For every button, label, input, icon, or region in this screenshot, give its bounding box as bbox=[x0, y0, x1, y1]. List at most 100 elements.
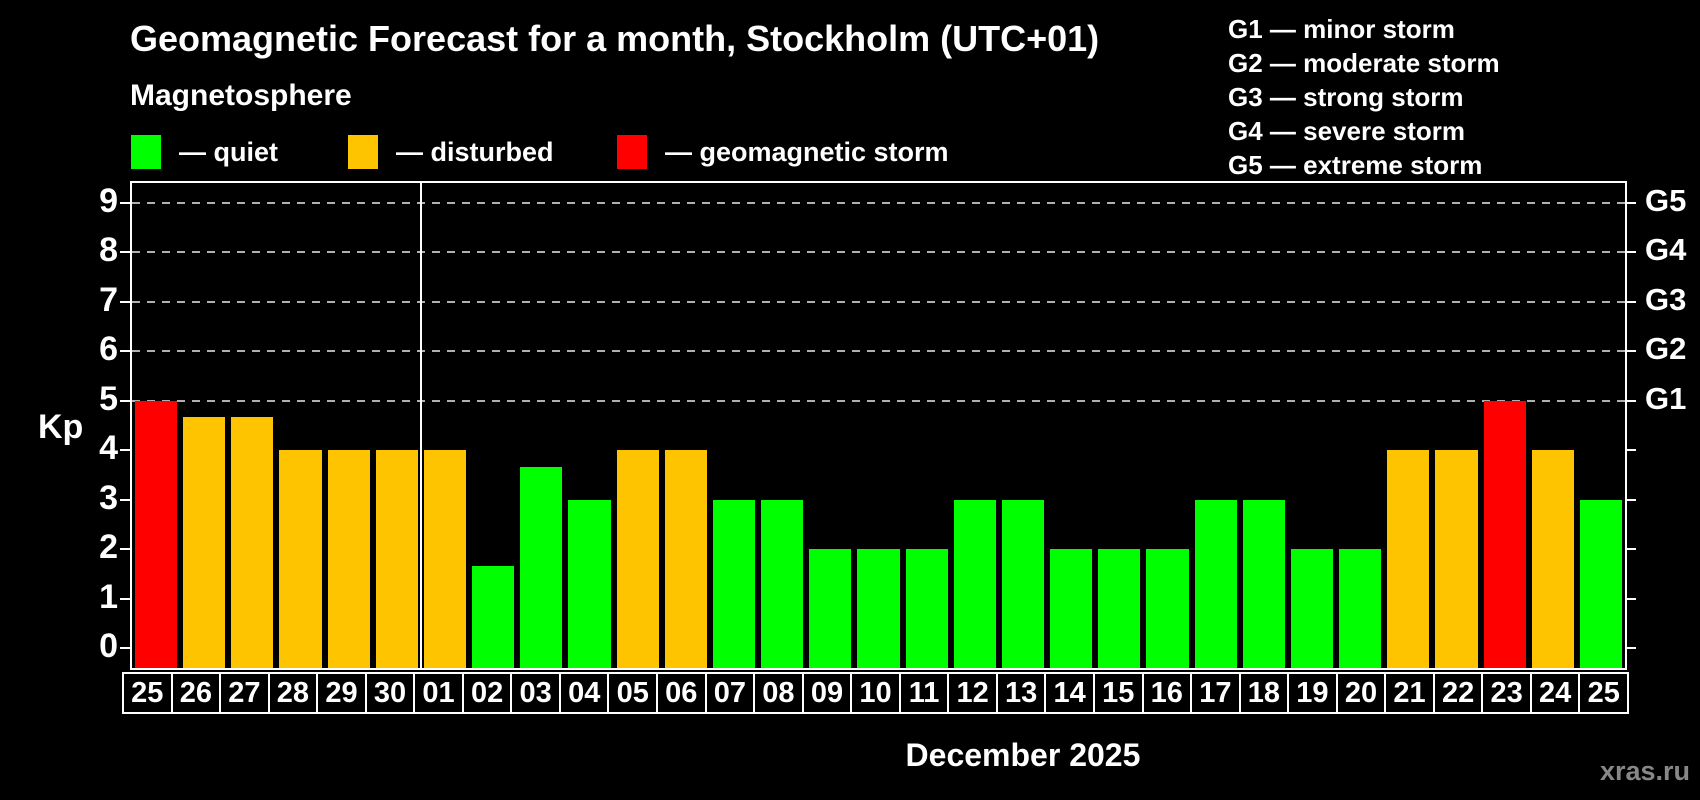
bar-day-11 bbox=[905, 549, 948, 668]
legend-swatch-geomagnetic-storm-icon bbox=[617, 135, 647, 169]
x-label-day-04: 04 bbox=[558, 672, 610, 714]
g-legend-line-1: G1 — minor storm bbox=[1228, 14, 1455, 44]
y-tick-right-1 bbox=[1625, 597, 1636, 600]
y-tick-left-3 bbox=[120, 498, 131, 501]
y-tick-left-0 bbox=[120, 647, 131, 650]
bar-day-19 bbox=[1290, 549, 1334, 668]
y-tick-right-4 bbox=[1625, 449, 1636, 452]
bar-day-20 bbox=[1339, 549, 1382, 668]
g-scale-legend: G1 — minor storm G2 — moderate storm G3 — … bbox=[1228, 12, 1500, 182]
gridline-g2 bbox=[132, 350, 1625, 353]
y-tick-label-1: 1 bbox=[99, 577, 118, 616]
x-label-day-09: 09 bbox=[801, 672, 853, 714]
x-label-day-16: 16 bbox=[1141, 672, 1193, 714]
x-label-day-27: 27 bbox=[219, 672, 270, 714]
y-tick-right-6 bbox=[1625, 350, 1636, 353]
x-label-day-23: 23 bbox=[1481, 672, 1532, 714]
x-label-day-05: 05 bbox=[607, 672, 659, 714]
y-tick-left-7 bbox=[120, 300, 131, 303]
x-label-day-08: 08 bbox=[753, 672, 804, 714]
bar-day-12 bbox=[953, 499, 996, 668]
y-tick-right-8 bbox=[1625, 251, 1636, 254]
y-tick-left-5 bbox=[120, 399, 131, 402]
bar-day-02 bbox=[472, 565, 515, 668]
y-tick-label-3: 3 bbox=[99, 478, 118, 517]
watermark: xras.ru bbox=[1599, 756, 1690, 786]
legend-label-disturbed: — disturbed bbox=[396, 136, 554, 167]
y-tick-right-5 bbox=[1625, 399, 1636, 402]
bar-day-09 bbox=[809, 549, 852, 668]
x-label-day-28: 28 bbox=[267, 672, 319, 714]
bar-day-07 bbox=[712, 499, 756, 668]
y-axis-title: Kp bbox=[38, 408, 84, 446]
x-label-day-17: 17 bbox=[1190, 672, 1241, 714]
y-tick-left-9 bbox=[120, 201, 131, 204]
x-label-day-25: 25 bbox=[1578, 672, 1629, 714]
bar-day-21 bbox=[1387, 450, 1430, 668]
y-tick-right-7 bbox=[1625, 300, 1636, 303]
legend-item-quiet: — quiet bbox=[131, 135, 278, 169]
legend-swatch-quiet-icon bbox=[131, 135, 161, 169]
bar-day-14 bbox=[1050, 549, 1093, 668]
legend-label-quiet: — quiet bbox=[179, 136, 278, 167]
y-tick-label-8: 8 bbox=[99, 231, 118, 270]
month-separator bbox=[419, 183, 422, 668]
bar-day-13 bbox=[1001, 499, 1045, 668]
gridline-g1 bbox=[132, 399, 1625, 402]
x-label-day-11: 11 bbox=[898, 672, 950, 714]
y-tick-left-2 bbox=[120, 548, 131, 551]
bar-day-26 bbox=[183, 417, 226, 668]
x-label-day-03: 03 bbox=[510, 672, 561, 714]
y-tick-left-6 bbox=[120, 350, 131, 353]
x-label-day-29: 29 bbox=[316, 672, 367, 714]
legend-item-geomagnetic-storm: — geomagnetic storm bbox=[617, 135, 949, 169]
y-tick-right-2 bbox=[1625, 548, 1636, 551]
chart-subtitle: Magnetosphere bbox=[130, 79, 352, 112]
g-level-label-g3: G3 bbox=[1645, 281, 1687, 317]
legend-swatch-disturbed-icon bbox=[348, 135, 378, 169]
x-label-day-07: 07 bbox=[704, 672, 756, 714]
x-label-day-21: 21 bbox=[1384, 672, 1435, 714]
x-label-day-12: 12 bbox=[947, 672, 998, 714]
bar-day-17 bbox=[1194, 499, 1237, 668]
y-tick-right-9 bbox=[1625, 201, 1636, 204]
bar-day-04 bbox=[568, 499, 611, 668]
x-label-day-20: 20 bbox=[1335, 672, 1387, 714]
x-axis-title: December 2025 bbox=[905, 737, 1141, 773]
x-label-day-30: 30 bbox=[364, 672, 416, 714]
y-tick-label-7: 7 bbox=[99, 280, 118, 319]
x-label-day-26: 26 bbox=[170, 672, 222, 714]
bar-day-15 bbox=[1098, 549, 1141, 668]
g-level-label-g1: G1 bbox=[1645, 380, 1687, 416]
g-legend-line-2: G2 — moderate storm bbox=[1228, 48, 1500, 78]
y-tick-label-9: 9 bbox=[99, 181, 118, 220]
bar-day-01 bbox=[423, 450, 467, 668]
y-tick-label-6: 6 bbox=[99, 330, 118, 369]
legend-label-geomagnetic-storm: — geomagnetic storm bbox=[665, 136, 949, 167]
y-tick-right-3 bbox=[1625, 498, 1636, 501]
bar-day-29 bbox=[327, 450, 370, 668]
y-tick-label-2: 2 bbox=[99, 528, 118, 567]
y-tick-label-0: 0 bbox=[99, 627, 118, 666]
gridline-g3 bbox=[132, 300, 1625, 303]
bar-day-24 bbox=[1531, 450, 1574, 668]
x-label-day-06: 06 bbox=[656, 672, 707, 714]
y-tick-label-4: 4 bbox=[99, 429, 118, 468]
x-label-day-18: 18 bbox=[1238, 672, 1290, 714]
y-tick-label-5: 5 bbox=[99, 379, 118, 418]
bar-day-06 bbox=[664, 450, 707, 668]
bar-day-05 bbox=[616, 450, 659, 668]
x-label-day-24: 24 bbox=[1529, 672, 1581, 714]
bar-day-10 bbox=[857, 549, 900, 668]
x-label-day-02: 02 bbox=[461, 672, 513, 714]
x-label-day-14: 14 bbox=[1044, 672, 1095, 714]
g-legend-line-5: G5 — extreme storm bbox=[1228, 150, 1483, 180]
x-label-day-01: 01 bbox=[413, 672, 464, 714]
bar-day-30 bbox=[375, 450, 418, 668]
bar-day-27 bbox=[231, 417, 274, 668]
x-label-day-25: 25 bbox=[122, 672, 173, 714]
g-legend-line-4: G4 — severe storm bbox=[1228, 116, 1466, 146]
g-level-label-g4: G4 bbox=[1645, 232, 1687, 268]
bar-day-22 bbox=[1435, 450, 1478, 668]
